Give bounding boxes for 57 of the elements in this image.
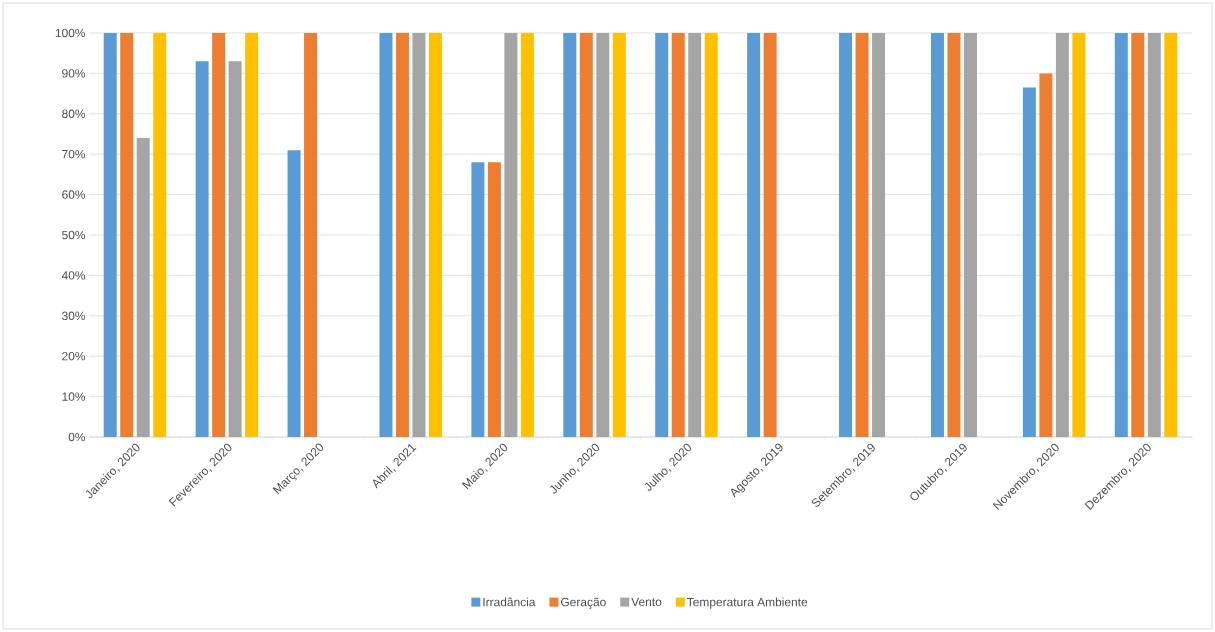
bar: [1055, 32, 1069, 437]
bar: [612, 32, 626, 437]
bar: [212, 32, 226, 437]
bar: [1114, 32, 1128, 437]
bar: [579, 32, 593, 437]
bar: [855, 32, 869, 437]
bar: [1022, 87, 1036, 437]
bar: [1039, 73, 1053, 437]
bar: [1164, 32, 1178, 437]
bar: [412, 32, 426, 437]
bar: [872, 32, 886, 437]
bar: [520, 32, 534, 437]
bar: [487, 162, 501, 437]
y-tick-label: 50%: [62, 230, 86, 240]
bar: [839, 32, 853, 437]
y-tick-label: 80%: [62, 109, 86, 119]
legend-label: Vento: [631, 597, 662, 607]
legend-label: Irradância: [483, 597, 536, 607]
bar: [471, 162, 485, 437]
bar: [930, 32, 944, 437]
bar: [563, 32, 577, 437]
bar: [963, 32, 977, 437]
bar: [1147, 32, 1161, 437]
bar: [947, 32, 961, 437]
y-tick-label: 60%: [62, 190, 86, 199]
bar: [1072, 32, 1086, 437]
y-tick-label: 100%: [55, 28, 86, 38]
bar: [688, 32, 702, 437]
bar: [763, 32, 777, 437]
bar: [136, 138, 150, 437]
bar: [245, 32, 259, 437]
y-tick-label: 40%: [61, 271, 86, 280]
y-tick-label: 0%: [68, 432, 86, 442]
bar: [395, 32, 409, 437]
bar: [153, 32, 167, 437]
bar: [287, 150, 301, 437]
bar: [1131, 32, 1145, 437]
legend-label: Temperatura Ambiente: [687, 597, 808, 609]
bar: [379, 32, 393, 437]
bar: [103, 32, 117, 437]
y-tick-label: 90%: [62, 69, 86, 78]
bar: [655, 32, 669, 437]
bar: [228, 61, 242, 437]
bar: [596, 32, 610, 437]
bar: [504, 32, 518, 437]
y-tick-label: 70%: [62, 149, 86, 159]
bar: [671, 32, 685, 437]
bar: [195, 61, 209, 437]
bar: [304, 32, 318, 437]
y-tick-label: 20%: [62, 351, 86, 361]
bar: [747, 32, 761, 437]
y-tick-label: 30%: [62, 311, 86, 321]
legend-label: Geração: [561, 597, 606, 609]
bar: [120, 32, 134, 437]
bar: [704, 32, 718, 437]
y-tick-label: 10%: [62, 392, 86, 401]
bar: [428, 32, 442, 437]
